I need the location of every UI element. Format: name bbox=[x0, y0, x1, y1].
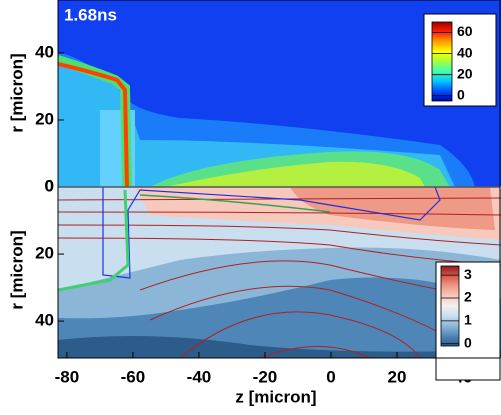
x-tick-label: -40 bbox=[187, 367, 212, 386]
y-tick-label: 0 bbox=[45, 176, 54, 195]
colorbar-tick-label: 3 bbox=[464, 266, 472, 282]
colorbar: 0 1 2 3 bbox=[435, 261, 501, 381]
y-tick-label: 0 bbox=[45, 176, 54, 195]
colorbar: 0 20 40 60 bbox=[423, 13, 497, 107]
y-tick-label: 40 bbox=[35, 311, 54, 330]
y-tick-label: 20 bbox=[35, 244, 54, 263]
colorbar-tick-label: 40 bbox=[457, 44, 473, 60]
colorbar-tick-label: 1 bbox=[464, 312, 472, 328]
x-tick-label: -80 bbox=[55, 367, 80, 386]
colorbar-tick-label: 2 bbox=[464, 289, 472, 305]
y-axis-label: r [micron] bbox=[7, 53, 26, 132]
panel-frame bbox=[57, 186, 501, 359]
x-tick-label: -60 bbox=[121, 367, 146, 386]
colorbar-tick-label: 60 bbox=[457, 23, 473, 39]
x-tick-label: 0 bbox=[326, 367, 335, 386]
y-tick-label: 40 bbox=[35, 42, 54, 61]
colorbar-tick-label: 0 bbox=[464, 334, 472, 350]
colorbar-bar bbox=[431, 21, 453, 102]
colorbar-tick-label: 0 bbox=[457, 86, 465, 102]
x-tick-label: 20 bbox=[388, 367, 407, 386]
bottom-field bbox=[58, 187, 501, 358]
time-label: 1.68ns bbox=[64, 5, 117, 24]
colorbar-tick-label: 20 bbox=[457, 65, 473, 81]
y-tick-label: 20 bbox=[35, 109, 54, 128]
x-tick-label: -20 bbox=[253, 367, 278, 386]
x-axis-label: z [micron] bbox=[235, 387, 316, 406]
colorbar-bar bbox=[440, 265, 460, 347]
y-axis-label: r [micron] bbox=[7, 230, 26, 309]
